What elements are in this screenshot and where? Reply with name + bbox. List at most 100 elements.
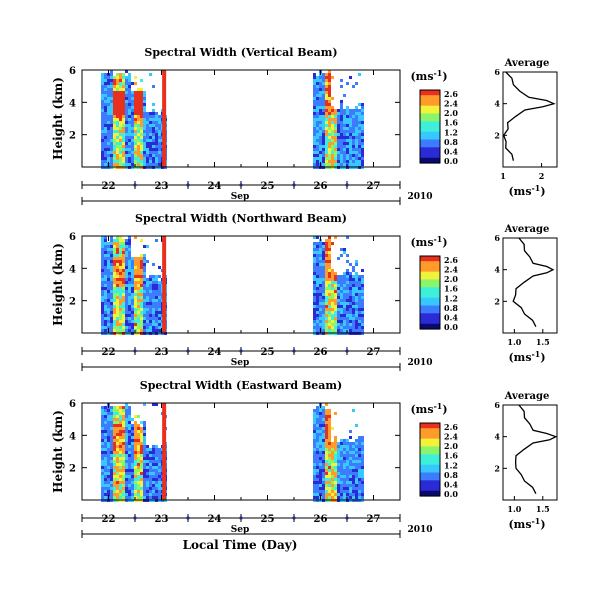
heatmap-cell [319, 139, 322, 142]
heatmap-cell [119, 145, 122, 148]
heatmap-cell [137, 269, 140, 272]
heatmap-cell [319, 299, 322, 302]
heatmap-cell [134, 454, 137, 457]
heatmap-cell [122, 97, 125, 100]
heatmap-cell [116, 272, 119, 275]
heatmap-cell [349, 136, 352, 139]
heatmap-cell [346, 260, 349, 263]
heatmap-cell [125, 248, 128, 251]
heatmap-cell [104, 73, 107, 76]
heatmap-cell [313, 281, 316, 284]
heatmap-cell [107, 82, 110, 85]
heatmap-cell [322, 254, 325, 257]
heatmap-cell [125, 287, 128, 290]
heatmap-cell [125, 478, 128, 481]
heatmap-cell [137, 97, 140, 100]
heatmap-cell [331, 487, 334, 490]
heatmap-cell [107, 100, 110, 103]
average-y-tick-label: 6 [494, 400, 500, 410]
heatmap-cell [313, 118, 316, 121]
heatmap-cell [128, 251, 131, 254]
heatmap-cell [140, 257, 143, 260]
heatmap-cell [322, 439, 325, 442]
heatmap-cell [325, 103, 328, 106]
heatmap-cell [113, 133, 116, 136]
heatmap-cell [319, 263, 322, 266]
heatmap-cell [116, 251, 119, 254]
heatmap-cell [116, 290, 119, 293]
heatmap-cell [316, 254, 319, 257]
heatmap-cell [122, 490, 125, 493]
heatmap-cell [361, 160, 364, 163]
heatmap-cell [113, 484, 116, 487]
heatmap-cell [340, 466, 343, 469]
heatmap-cell [322, 314, 325, 317]
heatmap-cell [328, 133, 331, 136]
heatmap-cell [131, 266, 134, 269]
heatmap-cell [337, 257, 340, 260]
heatmap-cell [361, 133, 364, 136]
heatmap-cell [146, 314, 149, 317]
heatmap-cell [328, 478, 331, 481]
colorbar-segment [420, 139, 440, 143]
heatmap-cell [104, 326, 107, 329]
y-tick-label: 4 [69, 431, 76, 442]
heatmap-cell [119, 305, 122, 308]
colorbar-segment [420, 282, 440, 286]
heatmap-cell [137, 287, 140, 290]
heatmap-cell [128, 472, 131, 475]
heatmap-cell [134, 124, 137, 127]
heatmap-cell [155, 305, 158, 308]
heatmap-cell [104, 154, 107, 157]
heatmap-cell [322, 463, 325, 466]
heatmap-cell [128, 236, 131, 239]
heatmap-cell [116, 97, 119, 100]
heatmap-cell [337, 442, 340, 445]
heatmap-cell [325, 409, 328, 412]
heatmap-cell [316, 109, 319, 112]
heatmap-cell [143, 118, 146, 121]
heatmap-cell [116, 314, 119, 317]
heatmap-cell [319, 415, 322, 418]
heatmap-cell [116, 415, 119, 418]
heatmap-cell [101, 293, 104, 296]
heatmap-cell [101, 91, 104, 94]
heatmap-cell [131, 163, 134, 166]
heatmap-cell [328, 481, 331, 484]
heatmap-cell [128, 302, 131, 305]
heatmap-cell [101, 112, 104, 115]
heatmap-cell [131, 311, 134, 314]
heatmap-cell [155, 115, 158, 118]
heatmap-cell [101, 239, 104, 242]
heatmap-cell [328, 293, 331, 296]
heatmap-cell [116, 296, 119, 299]
heatmap-cell [116, 112, 119, 115]
heatmap-cell [319, 145, 322, 148]
colorbar-segment [420, 302, 440, 307]
heatmap-cell [146, 478, 149, 481]
heatmap-cell [128, 308, 131, 311]
heatmap-cell [331, 124, 334, 127]
heatmap-cell [361, 463, 364, 466]
heatmap-cell [361, 442, 364, 445]
heatmap-cell [110, 463, 113, 466]
heatmap-cell [134, 94, 137, 97]
heatmap-cell [158, 469, 161, 472]
heatmap-cell [107, 409, 110, 412]
heatmap-cell [325, 124, 328, 127]
heatmap-cell [113, 103, 116, 106]
heatmap-cell [101, 287, 104, 290]
heatmap-cell [319, 442, 322, 445]
heatmap-cell [140, 254, 143, 257]
heatmap-cell [340, 302, 343, 305]
heatmap-cell [325, 481, 328, 484]
heatmap-cell [134, 115, 137, 118]
heatmap-cell [361, 320, 364, 323]
heatmap-cell [104, 293, 107, 296]
heatmap-cell [319, 130, 322, 133]
heatmap-cell [107, 269, 110, 272]
heatmap-cell [149, 293, 152, 296]
heatmap-cell [131, 484, 134, 487]
heatmap-cell [325, 79, 328, 82]
heatmap-cell [128, 457, 131, 460]
